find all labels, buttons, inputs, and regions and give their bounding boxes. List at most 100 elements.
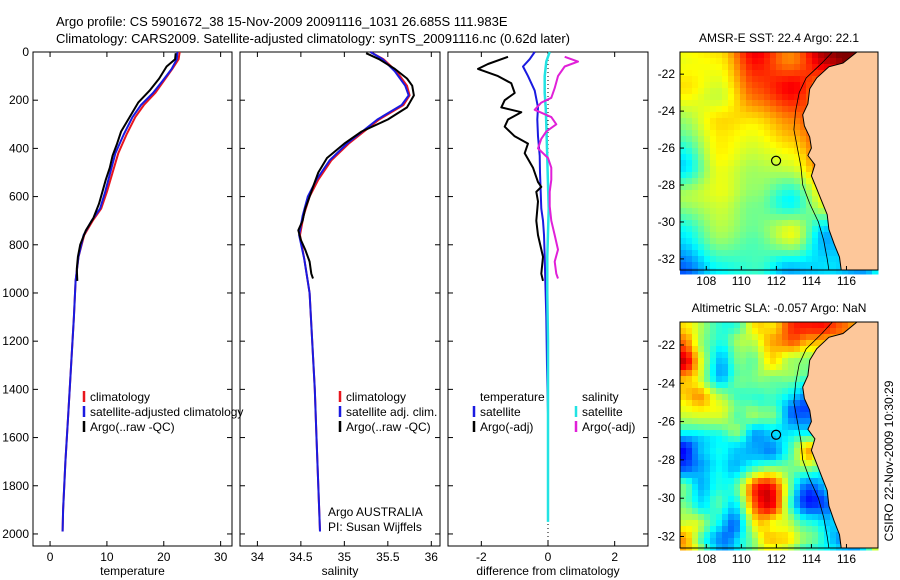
sla-map-cell	[740, 406, 747, 413]
sst-map-cell	[764, 64, 771, 71]
sst-map-cell	[680, 250, 687, 257]
sla-map-cell	[800, 406, 807, 413]
sla-map-cell	[806, 478, 813, 485]
sst-map-cell	[782, 226, 789, 233]
sst-map-cell	[794, 262, 801, 269]
sst-map-cell	[782, 52, 789, 59]
sst-map-cell	[812, 58, 819, 65]
sst-map-cell	[692, 166, 699, 173]
sla-map-cell	[806, 526, 813, 533]
sla-map-cell	[704, 340, 711, 347]
sla-map-cell	[680, 412, 687, 419]
sla-map-cell	[746, 484, 753, 491]
sst-map-cell	[686, 190, 693, 197]
sst-map-cell	[770, 142, 777, 149]
sla-map-cell	[704, 526, 711, 533]
sst-map-cell	[704, 190, 711, 197]
sst-map-cell	[728, 226, 735, 233]
sst-map-cell	[722, 130, 729, 137]
sla-map-cell	[722, 394, 729, 401]
sla-map-cell	[758, 484, 765, 491]
sst-map-cell	[722, 172, 729, 179]
sst-map-cell	[764, 94, 771, 101]
sst-map-cell	[758, 166, 765, 173]
sla-map-cell	[770, 472, 777, 479]
sla-map-cell	[764, 472, 771, 479]
sst-map-cell	[800, 64, 807, 71]
sst-map-cell	[806, 136, 813, 143]
sla-map-cell	[782, 358, 789, 365]
sla-map-cell	[794, 472, 801, 479]
sla-map-cell	[698, 352, 705, 359]
sla-map-cell	[734, 448, 741, 455]
sla-map-cell	[770, 502, 777, 509]
sst-map-cell	[764, 172, 771, 179]
sst-map-cell	[806, 220, 813, 227]
sla-map-cell	[794, 394, 801, 401]
sla-map-cell	[764, 346, 771, 353]
sst-map-cell	[812, 262, 819, 269]
sst-map-ytick-label: -24	[658, 104, 676, 118]
sla-map-cell	[740, 436, 747, 443]
sst-map-cell	[800, 244, 807, 251]
sla-map-cell	[716, 526, 723, 533]
sla-map-cell	[734, 382, 741, 389]
sst-map-cell	[752, 172, 759, 179]
temperature-legend-climatology-label: climatology	[90, 390, 150, 404]
sla-map-cell	[746, 382, 753, 389]
sst-map-cell	[812, 64, 819, 71]
sla-map-cell	[788, 502, 795, 509]
sla-map-cell	[782, 442, 789, 449]
sla-map-cell	[794, 454, 801, 461]
sst-map-cell	[734, 88, 741, 95]
sla-map-cell	[740, 496, 747, 503]
sla-map-cell	[686, 538, 693, 545]
sst-map-cell	[740, 100, 747, 107]
sst-map-cell	[734, 94, 741, 101]
sst-map-cell	[698, 118, 705, 125]
sla-map-cell	[800, 394, 807, 401]
sst-map-cell	[740, 196, 747, 203]
sla-map-cell	[770, 442, 777, 449]
sst-map-cell	[728, 142, 735, 149]
sst-map-cell	[782, 76, 789, 83]
sst-map-cell	[770, 100, 777, 107]
sla-map-cell	[722, 490, 729, 497]
sla-map-cell	[704, 376, 711, 383]
sst-map-cell	[818, 58, 825, 65]
sla-map-cell	[764, 418, 771, 425]
sst-map-cell	[776, 64, 783, 71]
sla-map-cell	[788, 484, 795, 491]
sst-map-cell	[788, 124, 795, 131]
sla-map-cell	[830, 526, 837, 533]
sla-map-cell	[848, 322, 855, 329]
sst-map-cell	[800, 238, 807, 245]
sst-map-cell	[776, 238, 783, 245]
sla-map-cell	[776, 430, 783, 437]
sst-map-cell	[830, 256, 837, 263]
sst-map-cell	[740, 76, 747, 83]
sla-map-cell	[680, 322, 687, 329]
sst-map-cell	[764, 82, 771, 89]
sst-map-cell	[806, 232, 813, 239]
sla-map-cell	[710, 442, 717, 449]
sst-map-cell	[764, 106, 771, 113]
sst-map-cell	[776, 184, 783, 191]
sst-map-cell	[788, 172, 795, 179]
sla-map-cell	[680, 514, 687, 521]
sst-map-cell	[800, 130, 807, 137]
sla-map-cell	[758, 538, 765, 545]
sla-map-cell	[806, 454, 813, 461]
sst-map-cell	[794, 70, 801, 77]
sla-map-cell	[692, 508, 699, 515]
sla-map-cell	[698, 424, 705, 431]
sla-map-cell	[812, 484, 819, 491]
sst-map-cell	[776, 190, 783, 197]
sla-map-cell	[758, 442, 765, 449]
sla-map-cell	[764, 490, 771, 497]
sst-map-cell	[776, 106, 783, 113]
sla-map-cell	[752, 400, 759, 407]
sst-map-ytick-label: -26	[658, 141, 676, 155]
sla-map-cell	[758, 382, 765, 389]
sst-map-cell	[740, 112, 747, 119]
